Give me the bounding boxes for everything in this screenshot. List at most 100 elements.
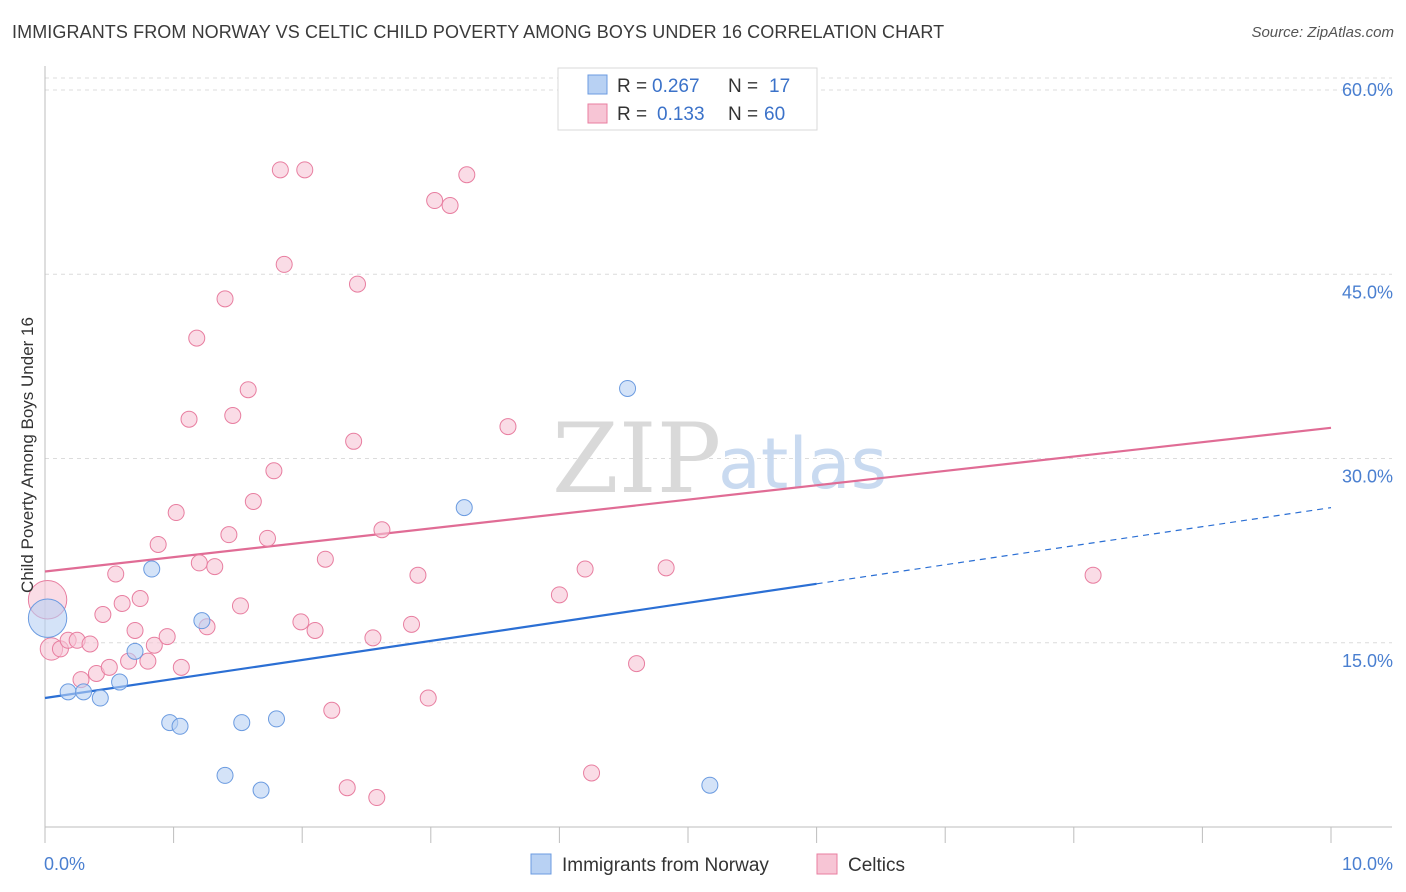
point-1-51 <box>441 196 459 214</box>
x-tick-label-0: 0.0% <box>44 854 85 874</box>
legend-r-label-celtics: R = <box>617 104 647 125</box>
correlation-legend: R = 0.267 N = 17 R = 0.133 N = 60 <box>557 67 818 131</box>
legend-n-label-norway: N = <box>728 76 758 97</box>
point-1-43 <box>348 275 366 293</box>
point-0-11 <box>233 714 251 732</box>
point-0-9 <box>193 612 211 630</box>
point-1-16 <box>145 636 163 654</box>
legend-r-norway: 0.267 <box>652 76 700 97</box>
point-1-30 <box>239 381 257 399</box>
bottom-legend-label-norway: Immigrants from Norway <box>562 855 769 876</box>
legend-n-celtics: 60 <box>764 104 785 125</box>
point-0-10 <box>216 766 234 784</box>
point-1-55 <box>576 560 594 578</box>
legend-r-celtics: 0.133 <box>657 104 705 125</box>
series-legend: Immigrants from Norway Celtics <box>530 853 905 876</box>
point-1-42 <box>345 432 363 450</box>
gridlines <box>45 77 1392 644</box>
point-1-38 <box>306 621 324 639</box>
point-1-23 <box>190 554 208 572</box>
point-0-1 <box>59 683 77 701</box>
point-1-58 <box>657 559 675 577</box>
point-1-54 <box>550 586 568 604</box>
point-1-40 <box>323 701 341 719</box>
y-tick-label-2: 45.0% <box>1342 282 1393 302</box>
point-1-33 <box>265 462 283 480</box>
point-0-12 <box>252 781 270 799</box>
trend-line-1 <box>44 426 1332 573</box>
point-1-52 <box>458 166 476 184</box>
trend-line-0 <box>44 582 817 700</box>
point-0-2 <box>75 683 93 701</box>
point-1-36 <box>292 613 310 631</box>
point-0-13 <box>267 710 285 728</box>
point-1-59 <box>1084 566 1102 584</box>
y-axis-title: Child Poverty Among Boys Under 16 <box>18 317 37 593</box>
legend-swatch-celtics <box>587 103 608 124</box>
point-0-0 <box>27 598 68 638</box>
point-0-8 <box>171 717 189 735</box>
data-points <box>27 161 1102 807</box>
point-1-22 <box>188 329 206 347</box>
point-1-29 <box>231 597 249 615</box>
chart-source: Source: ZipAtlas.com <box>1251 24 1394 41</box>
chart-title: IMMIGRANTS FROM NORWAY VS CELTIC CHILD P… <box>12 22 945 42</box>
trend-line-extension-0 <box>816 507 1332 585</box>
point-1-35 <box>275 255 293 273</box>
bottom-legend-swatch-celtics <box>816 853 838 875</box>
point-1-17 <box>149 535 167 553</box>
bottom-legend-swatch-norway <box>530 853 552 875</box>
legend-n-label-celtics: N = <box>728 104 758 125</box>
point-1-21 <box>180 410 198 428</box>
bottom-legend-label-celtics: Celtics <box>848 855 905 876</box>
y-tick-label-3: 60.0% <box>1342 80 1393 100</box>
watermark: ZIP atlas <box>552 403 887 515</box>
point-1-41 <box>338 779 356 797</box>
point-1-53 <box>499 418 517 436</box>
point-0-15 <box>619 379 637 397</box>
point-1-20 <box>172 658 190 676</box>
point-1-26 <box>216 290 234 308</box>
point-1-9 <box>100 658 118 676</box>
y-tick-label-1: 30.0% <box>1342 467 1393 487</box>
point-1-46 <box>373 521 391 539</box>
point-1-6 <box>81 635 99 653</box>
point-0-6 <box>143 560 161 578</box>
point-1-8 <box>94 605 112 623</box>
trend-lines <box>44 426 1332 700</box>
watermark-atlas: atlas <box>718 423 887 505</box>
y-tick-labels: 15.0% 30.0% 45.0% 60.0% <box>1342 80 1393 671</box>
point-1-57 <box>628 655 646 673</box>
y-tick-label-0: 15.0% <box>1342 651 1393 671</box>
legend-r-label-norway: R = <box>617 76 647 97</box>
legend-swatch-norway <box>587 74 608 95</box>
point-1-13 <box>126 621 144 639</box>
point-1-31 <box>244 492 262 510</box>
point-1-47 <box>403 615 421 633</box>
point-1-50 <box>426 192 444 210</box>
point-1-27 <box>220 526 238 544</box>
point-1-32 <box>258 529 276 547</box>
point-1-37 <box>296 161 314 179</box>
point-1-48 <box>409 566 427 584</box>
point-1-19 <box>167 504 185 522</box>
point-0-5 <box>126 642 144 660</box>
point-1-56 <box>583 764 601 782</box>
axes <box>44 66 1392 843</box>
point-1-44 <box>364 629 382 647</box>
legend-n-norway: 17 <box>769 76 790 97</box>
point-1-14 <box>131 590 149 608</box>
point-1-11 <box>113 594 131 612</box>
point-1-34 <box>271 161 289 179</box>
x-tick-labels: 0.0% 10.0% <box>44 854 1393 874</box>
point-0-16 <box>701 776 719 794</box>
point-1-28 <box>224 407 242 425</box>
watermark-zip: ZIP <box>552 403 721 515</box>
point-0-4 <box>111 673 129 691</box>
point-1-15 <box>139 652 157 670</box>
x-tick-label-1: 10.0% <box>1342 854 1393 874</box>
point-1-49 <box>419 689 437 707</box>
point-1-45 <box>368 789 386 807</box>
point-0-14 <box>455 499 473 517</box>
